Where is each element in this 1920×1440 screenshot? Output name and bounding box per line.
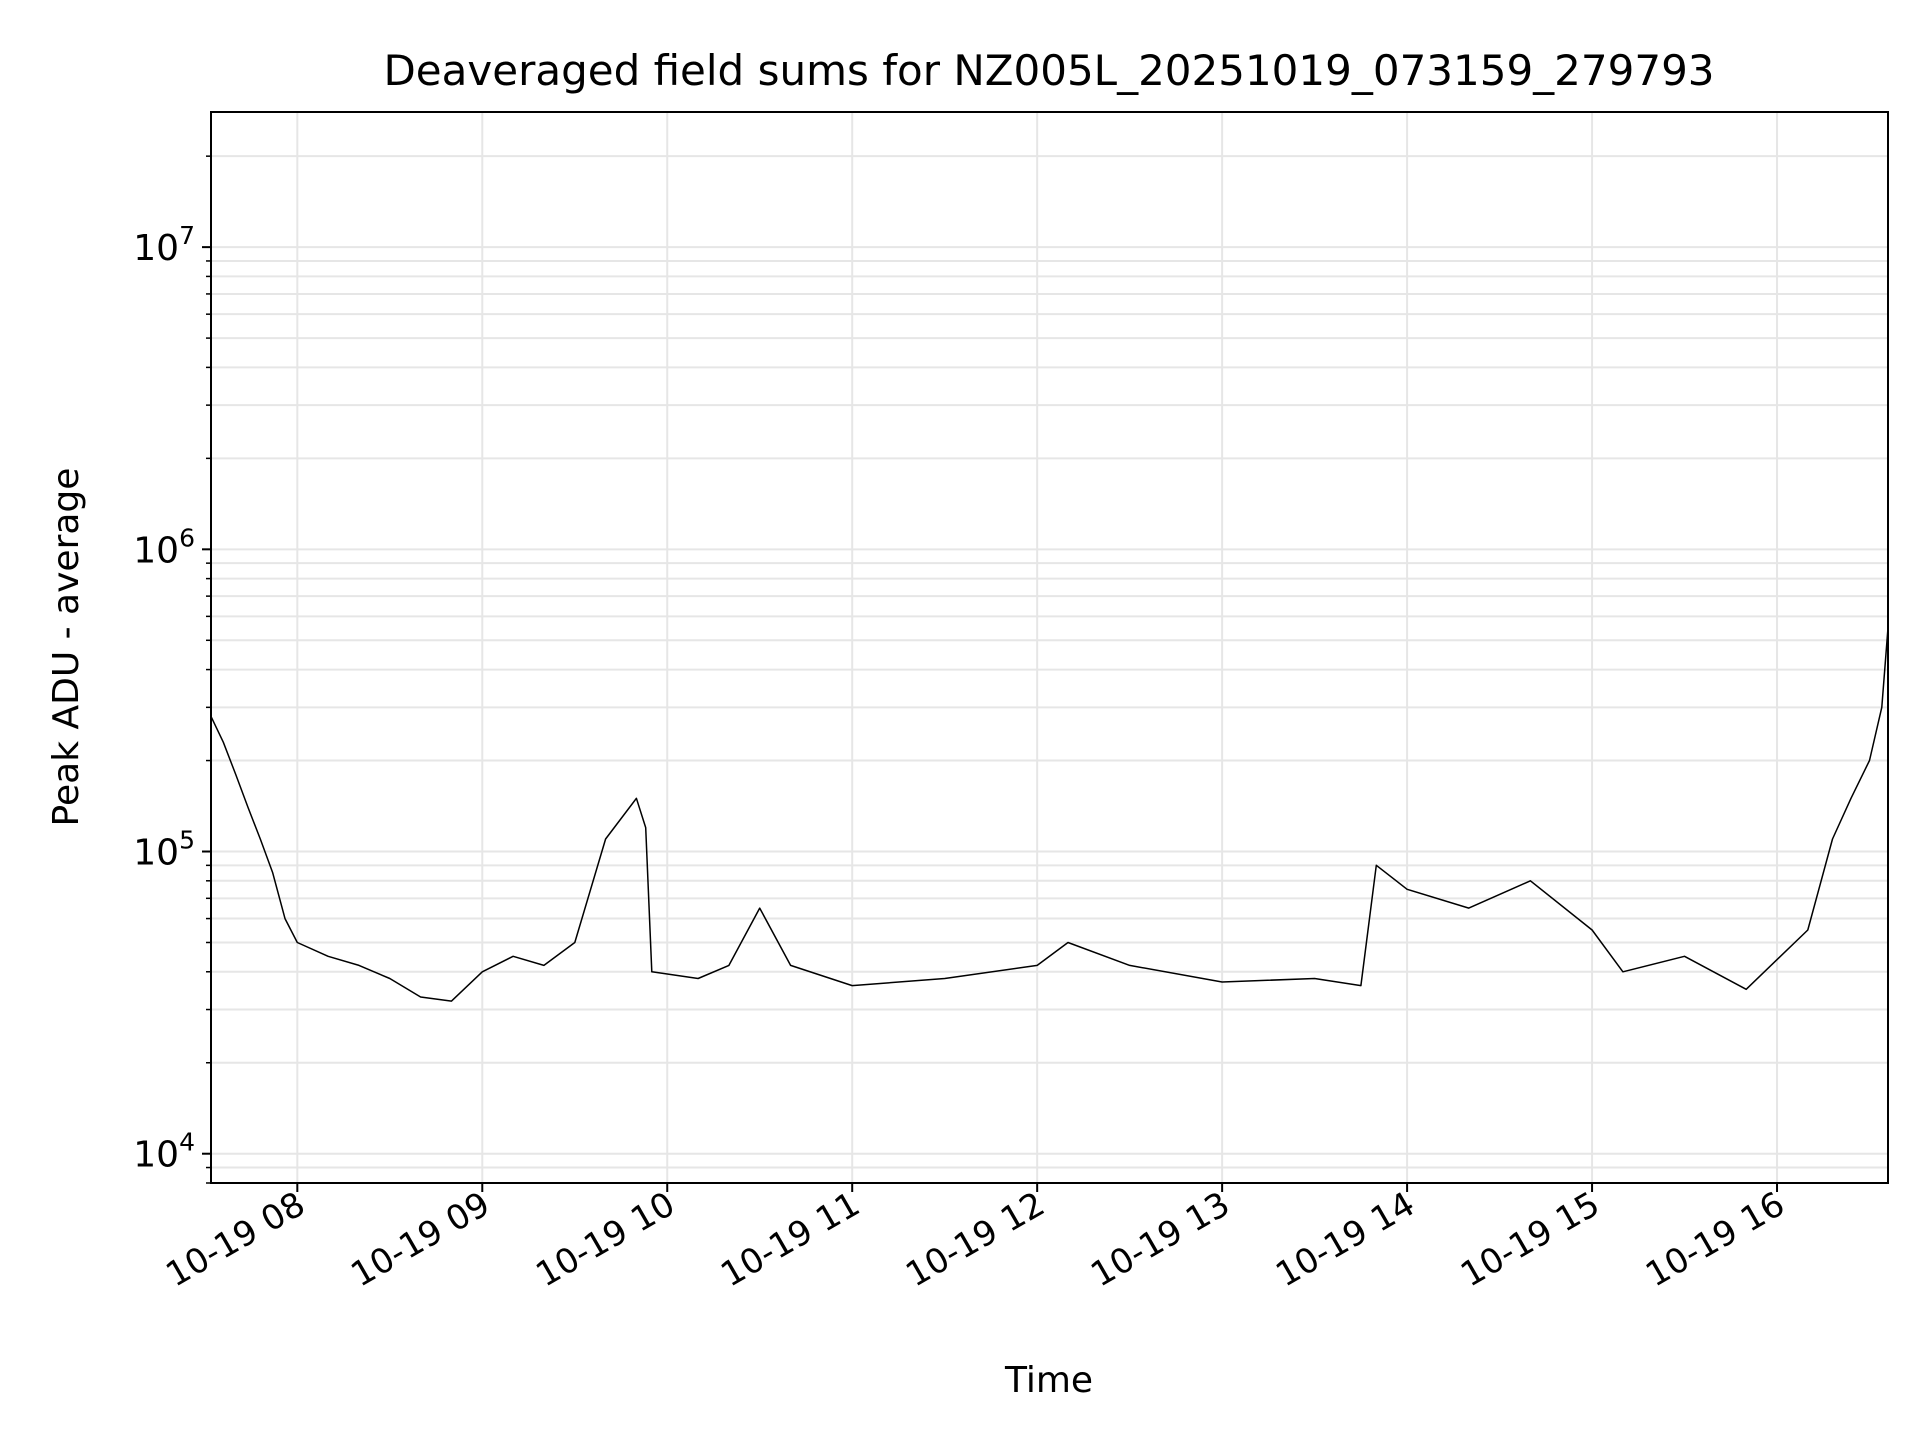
y-axis: 104 105 106 107	[133, 155, 211, 1184]
grid	[211, 112, 1888, 1184]
y-axis-label: Peak ADU - average	[46, 468, 87, 827]
y-tick-label: 107	[133, 221, 195, 269]
y-tick-label: 106	[133, 523, 195, 571]
data-line	[210, 627, 1889, 1002]
plot-frame	[210, 111, 1889, 1184]
series-line	[210, 627, 1889, 1002]
x-axis-label: Time	[1004, 1360, 1093, 1401]
y-tick-label: 105	[133, 826, 195, 874]
y-tick-label: 104	[133, 1128, 195, 1176]
chart-title: Deaveraged field sums for NZ005L_2025101…	[383, 46, 1714, 95]
